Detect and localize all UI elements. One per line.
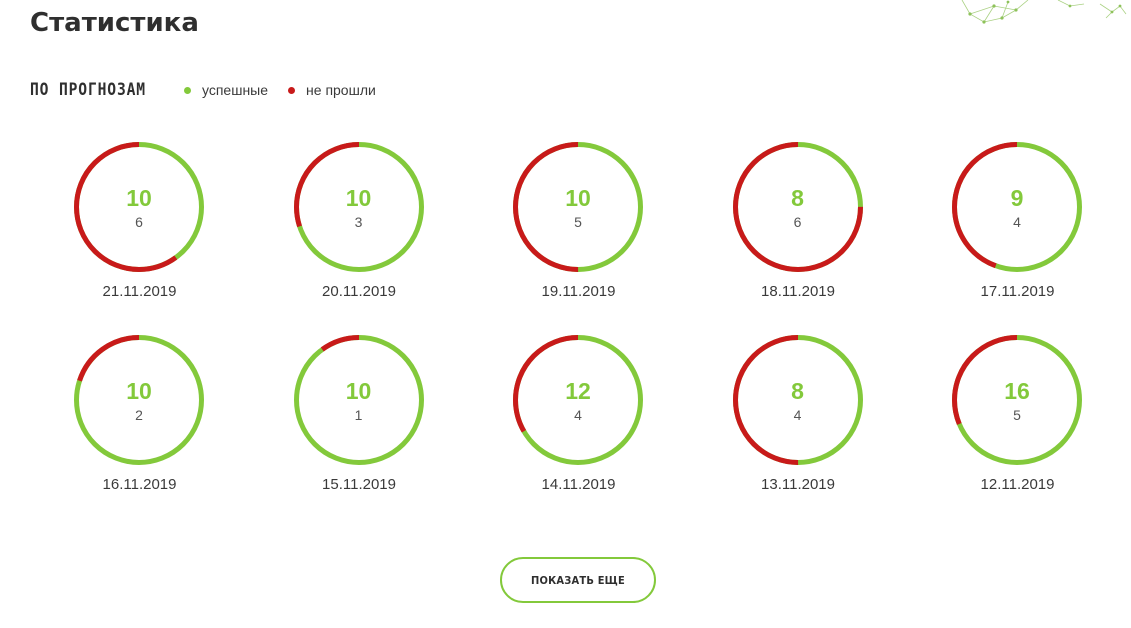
legend-label-success: успешные [202, 82, 269, 98]
fail-arc [513, 335, 643, 465]
donut-total-value: 10 [345, 378, 372, 404]
chart-card: 10 2 16.11.2019 [30, 329, 250, 501]
network-decoration [961, 0, 1127, 24]
chart-date-label: 15.11.2019 [322, 476, 396, 493]
donut-chart: 10 2 [72, 333, 206, 467]
chart-date-label: 13.11.2019 [761, 476, 835, 493]
donut-failed-value: 3 [354, 214, 363, 230]
stats-grid: 10 6 21.11.2019 10 3 20.11.2019 10 5 19.11.2019 8… [30, 136, 1130, 501]
fail-arc [732, 142, 863, 272]
legend-item-fail: не прошли [288, 82, 376, 98]
donut-total-value: 8 [791, 378, 804, 404]
donut-chart: 10 6 [72, 140, 206, 274]
donut-total-value: 10 [126, 185, 152, 211]
success-dot-icon [184, 86, 191, 94]
legend: ПО ПРОГНОЗАМ успешные не прошли [30, 78, 376, 102]
donut-svg [513, 335, 643, 465]
donut-svg [952, 335, 1082, 465]
donut-svg [732, 142, 863, 272]
chart-card: 10 1 15.11.2019 [250, 329, 470, 501]
donut-failed-value: 4 [574, 407, 582, 423]
chart-date-label: 14.11.2019 [541, 476, 616, 493]
donut-total-value: 9 [1010, 185, 1024, 211]
legend-title: ПО ПРОГНОЗАМ [30, 80, 146, 100]
donut-chart: 10 1 [292, 333, 426, 467]
chart-date-label: 18.11.2019 [761, 283, 835, 300]
donut-svg [293, 335, 424, 465]
chart-date-label: 12.11.2019 [980, 476, 1055, 493]
fail-arc [74, 335, 204, 465]
donut-svg [293, 142, 424, 272]
donut-failed-value: 4 [1013, 214, 1021, 230]
chart-date-label: 21.11.2019 [102, 283, 177, 300]
donut-svg [513, 142, 643, 272]
chart-card: 10 3 20.11.2019 [250, 136, 470, 308]
donut-failed-value: 5 [574, 214, 582, 230]
donut-total-value: 16 [1004, 378, 1030, 404]
show-more-button[interactable]: ПОКАЗАТЬ ЕЩЕ [500, 557, 656, 603]
donut-failed-value: 1 [354, 407, 363, 423]
fail-arc [513, 142, 643, 272]
donut-total-value: 8 [791, 185, 804, 211]
fail-arc [952, 335, 1082, 465]
donut-total-value: 10 [126, 378, 152, 404]
donut-svg [952, 142, 1082, 272]
donut-total-value: 10 [565, 185, 591, 211]
legend-label-fail: не прошли [306, 82, 376, 98]
chart-card: 9 4 17.11.2019 [908, 136, 1128, 308]
donut-chart: 12 4 [511, 333, 645, 467]
fail-arc [952, 142, 1082, 272]
chart-card: 16 5 12.11.2019 [908, 329, 1128, 501]
donut-failed-value: 5 [1013, 407, 1021, 423]
donut-failed-value: 6 [793, 214, 802, 230]
donut-total-value: 12 [565, 378, 591, 404]
donut-chart: 16 5 [950, 333, 1084, 467]
fail-arc [293, 335, 424, 465]
chart-card: 8 6 18.11.2019 [689, 136, 909, 308]
donut-failed-value: 4 [793, 407, 802, 423]
chart-date-label: 16.11.2019 [102, 476, 177, 493]
fail-arc [74, 142, 204, 272]
donut-failed-value: 6 [135, 214, 143, 230]
chart-card: 10 5 19.11.2019 [469, 136, 689, 308]
donut-svg [74, 142, 204, 272]
chart-date-label: 20.11.2019 [322, 283, 396, 300]
legend-item-success: успешные [184, 82, 268, 98]
fail-arc [732, 335, 863, 465]
chart-date-label: 17.11.2019 [980, 283, 1055, 300]
donut-svg [74, 335, 204, 465]
donut-total-value: 10 [345, 185, 372, 211]
chart-date-label: 19.11.2019 [541, 283, 616, 300]
chart-card: 10 6 21.11.2019 [30, 136, 250, 308]
chart-card: 8 4 13.11.2019 [689, 329, 909, 501]
donut-svg [732, 335, 863, 465]
fail-arc [293, 142, 424, 272]
chart-card: 12 4 14.11.2019 [469, 329, 689, 501]
donut-chart: 10 3 [292, 140, 426, 274]
page-title: Статистика [30, 8, 199, 38]
donut-chart: 10 5 [511, 140, 645, 274]
fail-dot-icon [288, 86, 296, 94]
donut-failed-value: 2 [135, 407, 143, 423]
